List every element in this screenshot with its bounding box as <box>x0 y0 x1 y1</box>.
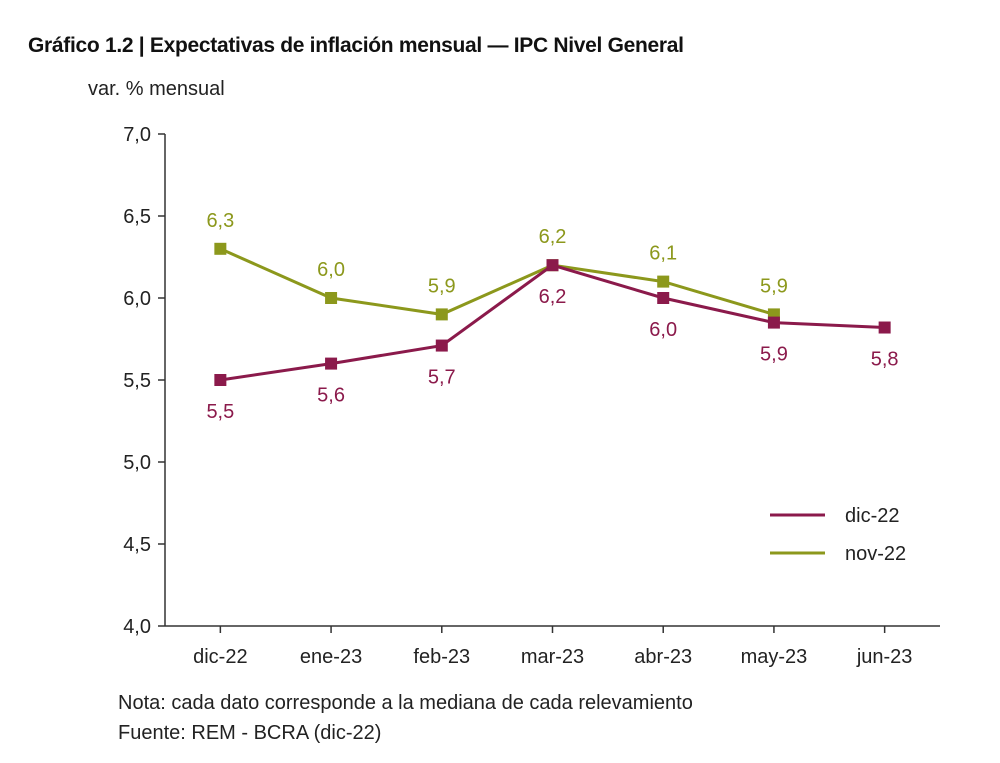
data-point-dic-22 <box>435 339 448 352</box>
data-point-dic-22 <box>214 374 227 386</box>
data-label-dic-22: 5,5 <box>206 401 234 423</box>
data-point-nov-22 <box>657 275 670 288</box>
y-tick-label: 5,5 <box>123 370 151 392</box>
data-label-nov-22: 6,0 <box>317 259 345 281</box>
data-label-nov-22: 6,2 <box>539 226 567 248</box>
y-tick-label: 6,5 <box>123 206 151 228</box>
chart-title: Gráfico 1.2 | Expectativas de inflación … <box>28 34 684 57</box>
x-tick-label: may-23 <box>741 646 808 668</box>
data-point-nov-22 <box>214 242 227 255</box>
x-tick-label: jun-23 <box>856 646 913 668</box>
data-label-dic-22: 5,6 <box>317 385 345 407</box>
data-point-dic-22 <box>878 321 891 334</box>
data-label-dic-22: 5,8 <box>871 349 899 371</box>
y-tick-label: 4,5 <box>123 534 151 556</box>
y-tick-label: 5,0 <box>123 452 151 474</box>
data-point-dic-22 <box>325 357 338 370</box>
chart-notes: Nota: cada dato corresponde a la mediana… <box>118 688 693 748</box>
source-text: Fuente: REM - BCRA (dic-22) <box>118 722 382 744</box>
data-label-dic-22: 6,2 <box>539 286 567 308</box>
y-tick-label: 7,0 <box>123 124 151 146</box>
x-tick-label: feb-23 <box>413 646 470 668</box>
data-point-dic-22 <box>657 292 670 304</box>
data-label-nov-22: 5,9 <box>428 275 456 297</box>
legend-label-dic-22: dic-22 <box>845 505 899 527</box>
data-label-dic-22: 5,7 <box>428 367 456 389</box>
data-label-nov-22: 6,3 <box>206 210 234 232</box>
legend-label-nov-22: nov-22 <box>845 543 906 565</box>
data-label-dic-22: 5,9 <box>760 344 788 366</box>
x-tick-label: ene-23 <box>300 646 362 668</box>
series-line-nov-22 <box>219 247 775 316</box>
y-tick-label: 6,0 <box>123 288 151 310</box>
x-tick-label: dic-22 <box>193 646 247 668</box>
note-text: Nota: cada dato corresponde a la mediana… <box>118 692 693 714</box>
x-tick-label: mar-23 <box>521 646 584 668</box>
data-point-nov-22 <box>325 292 338 304</box>
data-point-dic-22 <box>767 316 780 329</box>
data-label-nov-22: 5,9 <box>760 275 788 297</box>
y-tick-label: 4,0 <box>123 616 151 638</box>
data-label-dic-22: 6,0 <box>649 319 677 341</box>
data-point-dic-22 <box>546 259 559 272</box>
y-axis-label: var. % mensual <box>88 78 225 100</box>
data-label-nov-22: 6,1 <box>649 243 677 265</box>
x-tick-label: abr-23 <box>634 646 692 668</box>
data-point-nov-22 <box>435 308 448 321</box>
